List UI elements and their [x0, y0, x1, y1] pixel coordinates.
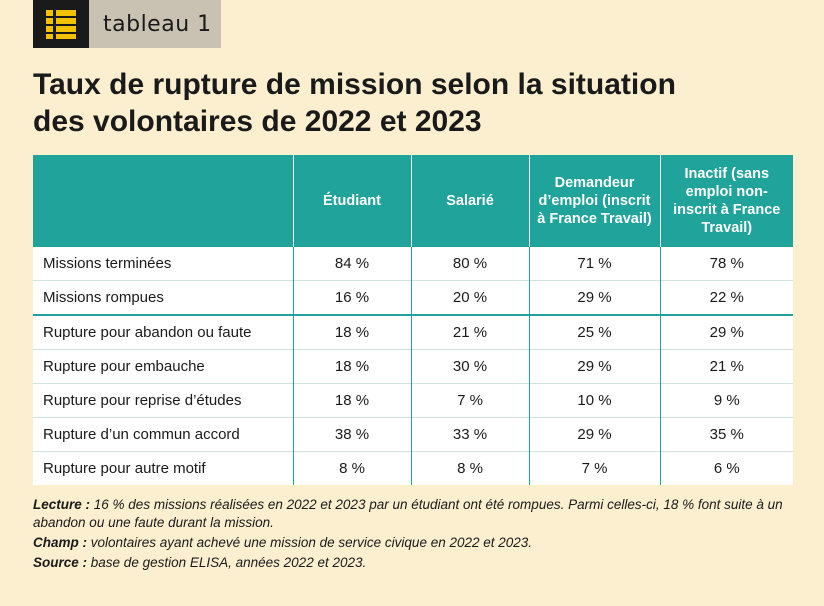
note-label: Lecture :	[33, 497, 91, 512]
note-text: 16 % des missions réalisées en 2022 et 2…	[33, 497, 783, 530]
table-row: Rupture pour embauche 18 % 30 % 29 % 21 …	[33, 349, 793, 384]
table-cell: 25 %	[528, 314, 660, 350]
table-cell: 21 %	[659, 349, 793, 384]
table-cell: 21 %	[410, 314, 529, 350]
note-text: base de gestion ELISA, années 2022 et 20…	[90, 555, 367, 570]
table-cell: 71 %	[528, 247, 660, 281]
row-label: Rupture pour abandon ou faute	[33, 314, 293, 350]
table-cell: 8 %	[292, 451, 411, 485]
table-cell: 29 %	[528, 417, 660, 452]
table-cell: 29 %	[528, 280, 660, 315]
note-label: Source :	[33, 555, 88, 570]
table-cell: 33 %	[410, 417, 529, 452]
title-line-1: Taux de rupture de mission selon la situ…	[33, 68, 676, 101]
note-label: Champ :	[33, 535, 87, 550]
table-cell: 35 %	[659, 417, 793, 452]
column-header: Inactif (sans emploi non-inscrit à Franc…	[659, 155, 793, 247]
table-cell: 10 %	[528, 383, 660, 418]
table-cell: 18 %	[292, 349, 411, 384]
table-cell: 9 %	[659, 383, 793, 418]
table-cell: 7 %	[410, 383, 529, 418]
column-header: Étudiant	[292, 155, 411, 247]
title-line-2: des volontaires de 2022 et 2023	[33, 105, 482, 138]
note-text: volontaires ayant achevé une mission de …	[90, 535, 533, 550]
table-row: Missions rompues 16 % 20 % 29 % 22 %	[33, 280, 793, 315]
note-champ: Champ : volontaires ayant achevé une mis…	[33, 534, 803, 552]
row-label: Missions rompues	[33, 280, 293, 315]
table-cell: 29 %	[528, 349, 660, 384]
column-header: Demandeur d’emploi (inscrit à France Tra…	[528, 155, 660, 247]
table-cell: 29 %	[659, 314, 793, 350]
table-row: Rupture pour autre motif 8 % 8 % 7 % 6 %	[33, 451, 793, 485]
row-label: Rupture pour autre motif	[33, 451, 293, 485]
note-lecture: Lecture : 16 % des missions réalisées en…	[33, 496, 803, 532]
data-table: Étudiant Salarié Demandeur d’emploi (ins…	[33, 155, 793, 485]
table-header-row: Étudiant Salarié Demandeur d’emploi (ins…	[33, 155, 793, 247]
table-notes: Lecture : 16 % des missions réalisées en…	[33, 496, 803, 574]
tag-label: tableau 1	[89, 0, 221, 48]
table-row: Rupture pour reprise d’études 18 % 7 % 1…	[33, 383, 793, 418]
list-icon	[33, 0, 89, 48]
table-cell: 7 %	[528, 451, 660, 485]
row-label: Rupture d’un commun accord	[33, 417, 293, 452]
row-label: Rupture pour reprise d’études	[33, 383, 293, 418]
table-row: Missions terminées 84 % 80 % 71 % 78 %	[33, 247, 793, 281]
table-cell: 18 %	[292, 314, 411, 350]
table-cell: 78 %	[659, 247, 793, 281]
table-tag: tableau 1	[33, 0, 221, 48]
table-cell: 18 %	[292, 383, 411, 418]
table-cell: 84 %	[292, 247, 411, 281]
table-cell: 8 %	[410, 451, 529, 485]
table-cell: 22 %	[659, 280, 793, 315]
table-row: Rupture pour abandon ou faute 18 % 21 % …	[33, 314, 793, 350]
table-cell: 6 %	[659, 451, 793, 485]
row-label: Missions terminées	[43, 255, 172, 272]
page-title: Taux de rupture de mission selon la situ…	[33, 66, 753, 140]
table-cell: 80 %	[410, 247, 529, 281]
column-header: Salarié	[410, 155, 529, 247]
table-cell: 38 %	[292, 417, 411, 452]
table-cell: 20 %	[410, 280, 529, 315]
header-corner	[33, 155, 293, 247]
table-cell: 16 %	[292, 280, 411, 315]
table-row: Rupture d’un commun accord 38 % 33 % 29 …	[33, 417, 793, 452]
row-label: Rupture pour embauche	[33, 349, 293, 384]
note-source: Source : base de gestion ELISA, années 2…	[33, 554, 803, 572]
table-cell: 30 %	[410, 349, 529, 384]
